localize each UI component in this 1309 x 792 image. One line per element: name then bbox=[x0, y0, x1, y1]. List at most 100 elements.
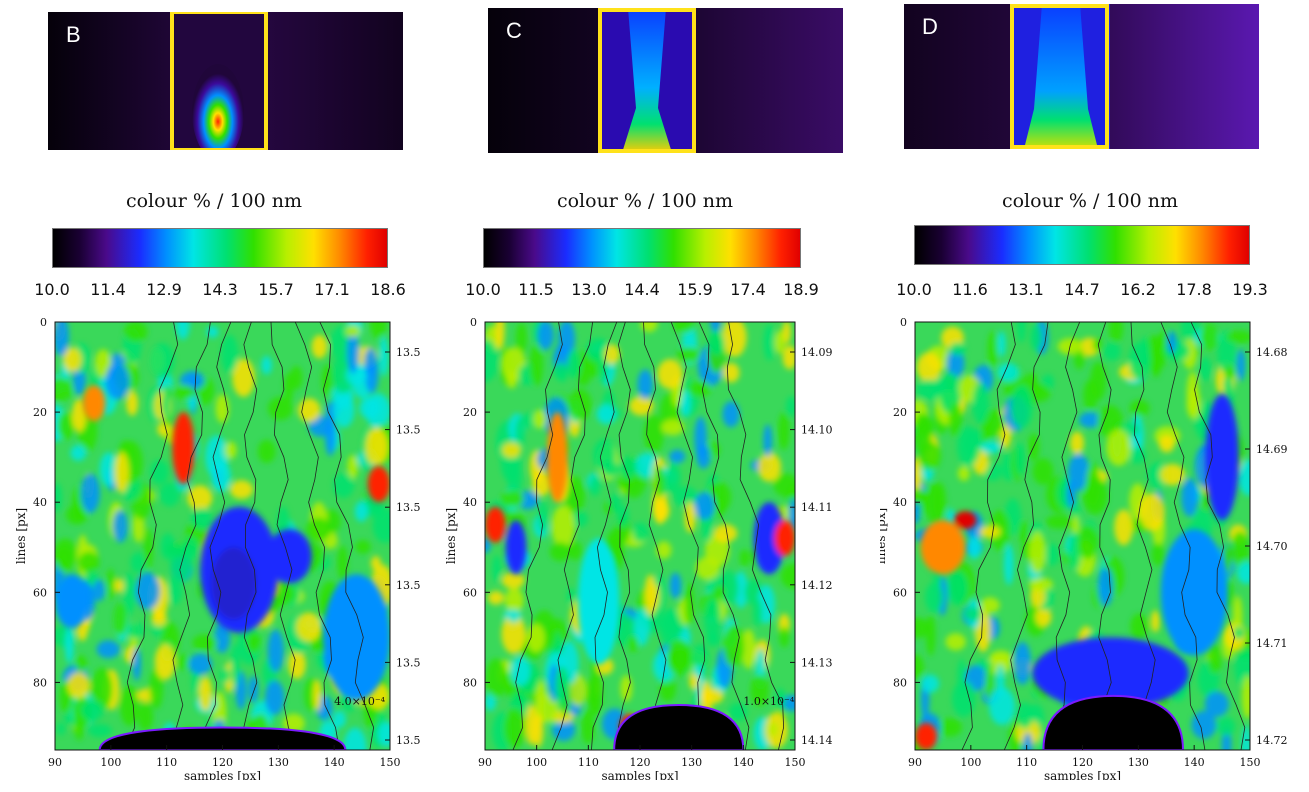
contour-line bbox=[1130, 322, 1159, 750]
heatmap-plot: 90 100 110 120 130 140 150 0 20 40 60 80 14.68 14.69 1… bbox=[880, 316, 1288, 780]
heatmap-patch bbox=[515, 417, 525, 452]
right-tick-label: 14.68 bbox=[1256, 346, 1288, 359]
contour-line bbox=[670, 322, 713, 750]
heatmap-patch bbox=[74, 711, 85, 741]
thumbnail-image: B bbox=[48, 12, 403, 150]
heatmap-patch bbox=[989, 650, 1013, 665]
heatmap-patch bbox=[355, 540, 371, 554]
heatmap-patch bbox=[1035, 606, 1052, 628]
heatmap-patch bbox=[124, 322, 148, 342]
colorbar-title: colour % / 100 nm bbox=[125, 190, 303, 212]
heatmap-patch bbox=[267, 396, 293, 420]
x-tick-label: 130 bbox=[268, 756, 289, 769]
heatmap-patch bbox=[96, 640, 120, 659]
heatmap-blob bbox=[367, 466, 390, 503]
right-tick-label: 14.09 bbox=[801, 346, 833, 359]
heatmap-patch bbox=[114, 452, 130, 493]
heatmap-patch bbox=[92, 579, 106, 602]
heatmap-patch bbox=[1016, 322, 1027, 343]
heatmap-patch bbox=[1071, 515, 1080, 538]
heatmap-patch bbox=[354, 501, 369, 522]
heatmap-patch bbox=[925, 482, 943, 523]
contour-line bbox=[123, 322, 179, 750]
y-axis-label: lines [px] bbox=[14, 508, 28, 564]
heatmap-patch bbox=[1045, 543, 1060, 566]
heatmap-patch bbox=[1139, 493, 1165, 531]
contour-line bbox=[643, 322, 669, 750]
heatmap-patch bbox=[377, 721, 390, 747]
heatmap-patch bbox=[346, 330, 360, 374]
heatmap-patch bbox=[596, 404, 617, 425]
heatmap-patch bbox=[1217, 717, 1236, 736]
heatmap-patch bbox=[946, 570, 968, 606]
heatmap-patch bbox=[538, 501, 549, 533]
heatmap-patch bbox=[710, 322, 721, 333]
contour-line bbox=[698, 322, 750, 750]
right-tick-label: 14.14 bbox=[801, 734, 833, 747]
heatmap-blob bbox=[55, 574, 89, 629]
right-tick-label: 14.13 bbox=[801, 656, 833, 669]
x-tick-label: 100 bbox=[960, 756, 981, 769]
heatmap-patch bbox=[1191, 710, 1217, 739]
x-tick-label: 120 bbox=[212, 756, 233, 769]
heatmap-patch bbox=[503, 708, 526, 749]
right-tick-label: 13.54 bbox=[396, 579, 420, 592]
thumbnail-plume bbox=[904, 4, 1259, 149]
heatmap-patch bbox=[288, 649, 306, 680]
heatmap-patch bbox=[610, 493, 622, 513]
heatmap-patch bbox=[604, 344, 620, 365]
heatmap-patch bbox=[1159, 463, 1185, 486]
heatmap-patch bbox=[230, 644, 240, 688]
heatmap-blob bbox=[172, 412, 195, 485]
heatmap-patch bbox=[752, 598, 763, 627]
x-axis-label: samples [px] bbox=[601, 769, 678, 780]
heatmap-patch bbox=[1003, 543, 1014, 586]
x-tick-label: 100 bbox=[100, 756, 121, 769]
heatmap-patch bbox=[921, 674, 940, 693]
heatmap-patch bbox=[693, 664, 704, 677]
colorbar-tick-label: 18.6 bbox=[370, 280, 406, 299]
heatmap-patch bbox=[722, 624, 745, 668]
heatmap-patch bbox=[673, 486, 699, 508]
heatmap-patch bbox=[311, 334, 328, 359]
occluding-body bbox=[98, 726, 347, 750]
panel-letter: C bbox=[506, 18, 522, 43]
heatmap-patch bbox=[183, 536, 198, 560]
x-tick-label: 120 bbox=[1072, 756, 1093, 769]
heatmap-patch bbox=[495, 322, 505, 350]
panel-letter: B bbox=[66, 22, 81, 47]
heatmap-patch bbox=[167, 576, 183, 605]
heatmap-patch bbox=[161, 390, 170, 420]
heatmap-patch bbox=[1073, 348, 1085, 370]
heatmap-patch bbox=[1199, 356, 1212, 382]
heatmap-patch bbox=[500, 490, 525, 508]
contour-line bbox=[270, 322, 299, 750]
panel-d: D colour % / 100 nm 10.0 11.6 13.1 14.7 16.2… bbox=[880, 0, 1300, 792]
right-tick-label: 14.71 bbox=[1256, 637, 1288, 650]
contour-line bbox=[591, 322, 618, 750]
colorbar-tick-label: 12.9 bbox=[146, 280, 182, 299]
contour-line bbox=[294, 322, 340, 750]
heatmap-patch bbox=[938, 718, 962, 737]
x-tick-label: 110 bbox=[156, 756, 177, 769]
heatmap-patch bbox=[948, 402, 963, 437]
right-tick-label: 14.11 bbox=[801, 501, 833, 514]
heatmap-patch bbox=[984, 665, 994, 701]
heatmap-patch bbox=[728, 702, 748, 722]
heatmap-patch bbox=[347, 454, 358, 480]
heatmap-patch bbox=[1204, 691, 1229, 717]
heatmap-patch bbox=[558, 368, 567, 383]
heatmap-patch bbox=[676, 346, 701, 363]
y-tick-label: 40 bbox=[893, 496, 907, 509]
heatmap-blob bbox=[485, 506, 506, 543]
heatmap-patch bbox=[198, 676, 213, 712]
colorbar bbox=[483, 228, 801, 268]
heatmap-patch bbox=[501, 613, 526, 654]
heatmap-patch bbox=[785, 395, 795, 417]
heatmap-patch bbox=[369, 322, 387, 340]
colorbar-tick-label: 10.0 bbox=[34, 280, 70, 299]
heatmap-patch bbox=[492, 555, 502, 583]
y-tick-label: 20 bbox=[893, 406, 907, 419]
heatmap-patch bbox=[989, 687, 1015, 726]
heatmap-patch bbox=[337, 545, 348, 581]
